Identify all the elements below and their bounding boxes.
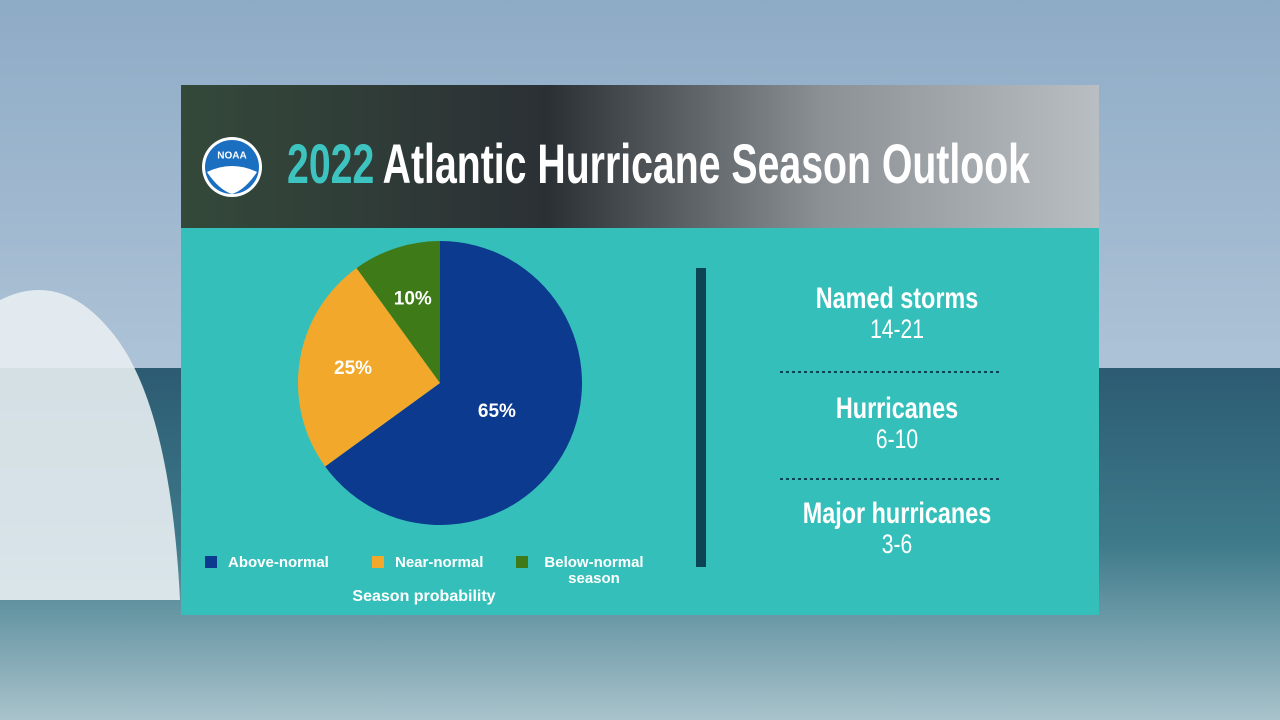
pie-slice [298, 268, 440, 467]
stat-value: 3-6 [882, 530, 912, 560]
stat-value: 6-10 [876, 425, 918, 455]
title-text: Atlantic Hurricane Season Outlook [383, 132, 1031, 195]
header-band [181, 85, 1099, 228]
stat-label: Major hurricanes [803, 496, 991, 529]
legend-swatch [205, 556, 217, 568]
logo-text: NOAA [217, 151, 246, 162]
divider [696, 268, 706, 567]
pie-slice [325, 241, 582, 525]
stat-label: Named storms [816, 281, 978, 314]
stat-value: 14-21 [870, 315, 924, 345]
title-year: 2022 [287, 132, 374, 195]
data-label: 65% [478, 401, 516, 422]
legend-label: Above-normal [228, 554, 329, 571]
title: 2022Atlantic Hurricane Season Outlook [287, 132, 1031, 195]
legend-swatch [372, 556, 384, 568]
caption: Season probability [352, 588, 495, 605]
logo-bird [207, 166, 257, 194]
data-label: 10% [394, 288, 432, 309]
legend-label: Near-normal [395, 554, 484, 571]
data-label: 25% [334, 358, 372, 379]
legend-swatch [516, 556, 528, 568]
stat-label: Hurricanes [836, 391, 958, 424]
pie-slice [356, 241, 440, 383]
wave-spray [0, 290, 180, 600]
legend-label: Below-normal season [544, 554, 644, 587]
